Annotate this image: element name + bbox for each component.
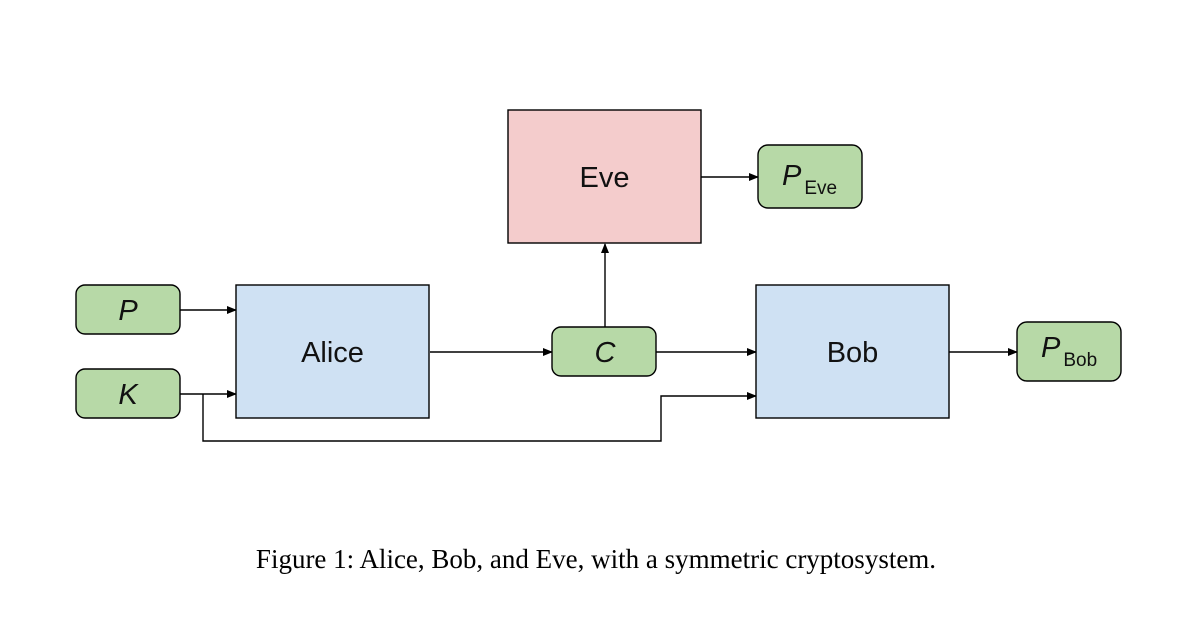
arrow-k-to-bob [202,392,757,442]
p-bob-subscript: Bob [1063,350,1097,371]
eve-node: Eve [507,109,702,244]
figure-caption-text: Alice, Bob, and Eve, with a symmetric cr… [359,544,937,574]
p-eve-node: P Eve [757,144,863,209]
connectors [180,173,1018,442]
ciphertext-label: C [595,337,617,369]
key-label: K [118,379,139,411]
figure-number: Figure 1: [255,544,355,574]
eve-label: Eve [580,162,630,194]
p-bob-main-label: P [1041,332,1061,364]
figure-caption: Figure 1: Alice, Bob, and Eve, with a sy… [0,544,1192,575]
ciphertext-node: C [551,326,657,377]
key-node: K [75,368,181,419]
bob-node: Bob [755,284,950,419]
alice-node: Alice [235,284,430,419]
alice-label: Alice [301,337,364,369]
p-bob-node: P Bob [1016,321,1122,382]
bob-label: Bob [827,337,879,369]
plaintext-node: P [75,284,181,335]
plaintext-label: P [118,295,138,327]
p-eve-main-label: P [782,160,802,192]
p-eve-subscript: Eve [804,178,837,199]
